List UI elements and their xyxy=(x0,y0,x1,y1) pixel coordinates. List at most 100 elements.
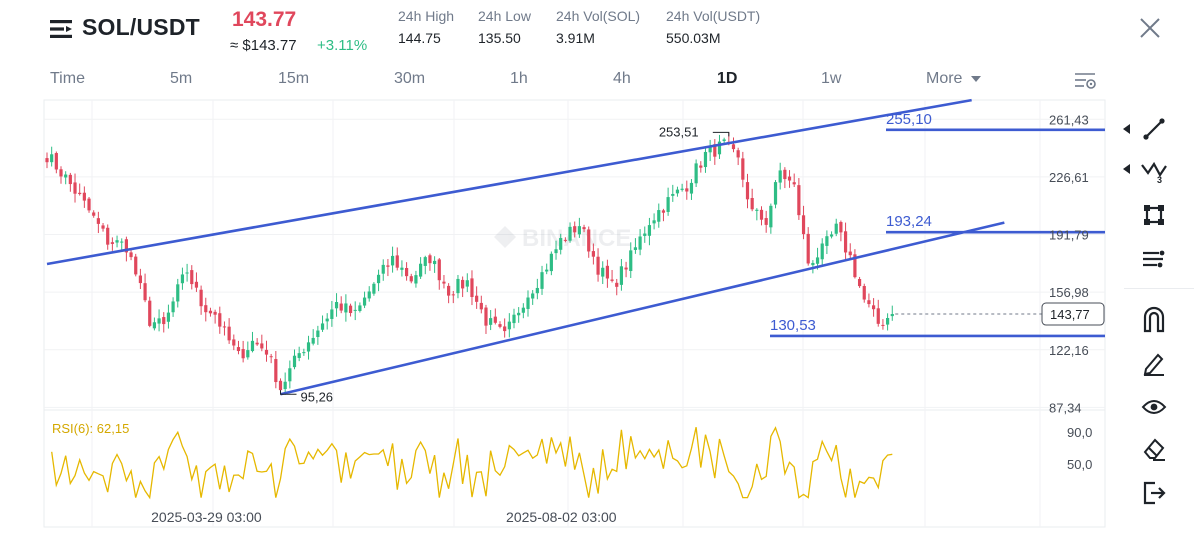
candle-body[interactable] xyxy=(409,276,413,282)
candle-body[interactable] xyxy=(250,340,255,352)
candle-body[interactable] xyxy=(783,169,787,180)
candle-body[interactable] xyxy=(843,231,848,253)
candle-body[interactable] xyxy=(661,210,666,213)
candle-body[interactable] xyxy=(624,267,628,270)
candle-body[interactable] xyxy=(619,266,624,285)
candle-body[interactable] xyxy=(110,242,114,244)
fibonacci-tool[interactable]: 3 xyxy=(1138,156,1170,186)
candle-body[interactable] xyxy=(573,226,577,233)
candle-body[interactable] xyxy=(848,251,852,256)
candle-body[interactable] xyxy=(437,259,441,281)
candle-body[interactable] xyxy=(498,324,502,327)
candle-body[interactable] xyxy=(671,193,675,196)
candle-body[interactable] xyxy=(605,265,609,279)
candle-body[interactable] xyxy=(292,355,297,368)
candle-body[interactable] xyxy=(320,323,325,330)
candle-body[interactable] xyxy=(647,225,652,236)
expand-arrow-icon[interactable] xyxy=(1123,164,1131,174)
candle-body[interactable] xyxy=(857,279,862,287)
candle-body[interactable] xyxy=(773,182,778,205)
tab-1h[interactable]: 1h xyxy=(510,70,528,87)
tab-time[interactable]: Time xyxy=(50,70,85,87)
candle-body[interactable] xyxy=(577,226,581,235)
candle-body[interactable] xyxy=(185,272,189,274)
candle-body[interactable] xyxy=(549,253,553,272)
candle-body[interactable] xyxy=(461,279,465,289)
candle-body[interactable] xyxy=(493,316,497,323)
candle-body[interactable] xyxy=(633,247,638,250)
candle-body[interactable] xyxy=(101,225,105,229)
candle-body[interactable] xyxy=(731,144,736,150)
candle-body[interactable] xyxy=(582,227,586,230)
candle-body[interactable] xyxy=(222,326,227,328)
candle-body[interactable] xyxy=(302,352,306,354)
menu-icon[interactable] xyxy=(50,20,72,38)
candle-body[interactable] xyxy=(479,302,483,310)
candle-body[interactable] xyxy=(680,188,684,190)
candle-body[interactable] xyxy=(414,275,418,284)
candle-body[interactable] xyxy=(428,255,432,264)
candle-body[interactable] xyxy=(801,215,806,235)
candle-body[interactable] xyxy=(675,189,680,194)
candle-body[interactable] xyxy=(792,182,796,185)
candle-body[interactable] xyxy=(162,317,166,325)
candle-body[interactable] xyxy=(129,252,133,258)
magnet-tool[interactable] xyxy=(1138,304,1170,334)
candle-body[interactable] xyxy=(708,146,712,153)
candle-body[interactable] xyxy=(64,174,68,178)
tab-1w[interactable]: 1w xyxy=(821,70,842,87)
candle-body[interactable] xyxy=(59,169,63,177)
candle-body[interactable] xyxy=(871,305,876,310)
candle-body[interactable] xyxy=(741,158,745,180)
candle-body[interactable] xyxy=(610,279,614,281)
candle-body[interactable] xyxy=(176,284,180,302)
candle-body[interactable] xyxy=(442,281,446,284)
candle-body[interactable] xyxy=(344,303,348,313)
candle-body[interactable] xyxy=(213,311,217,315)
candle-body[interactable] xyxy=(475,295,479,302)
candle-body[interactable] xyxy=(362,297,367,306)
candle-body[interactable] xyxy=(92,212,96,216)
candle-body[interactable] xyxy=(759,209,764,220)
candle-body[interactable] xyxy=(587,229,591,252)
candle-body[interactable] xyxy=(269,356,273,358)
candle-body[interactable] xyxy=(306,342,311,352)
candle-body[interactable] xyxy=(722,139,726,141)
candle-body[interactable] xyxy=(134,256,138,275)
candle-body[interactable] xyxy=(204,305,208,313)
tab-more[interactable]: More xyxy=(926,70,981,88)
candle-body[interactable] xyxy=(246,350,250,358)
candle-body[interactable] xyxy=(521,307,525,313)
candle-body[interactable] xyxy=(465,280,469,287)
candle-body[interactable] xyxy=(638,236,642,250)
candle-body[interactable] xyxy=(423,257,427,266)
candle-body[interactable] xyxy=(208,310,213,314)
candle-body[interactable] xyxy=(470,278,474,298)
candle-body[interactable] xyxy=(419,263,423,277)
candle-body[interactable] xyxy=(339,303,343,311)
candle-body[interactable] xyxy=(106,227,110,245)
candle-body[interactable] xyxy=(769,205,773,228)
candle-body[interactable] xyxy=(694,163,698,184)
candle-body[interactable] xyxy=(395,255,399,268)
candle-body[interactable] xyxy=(853,254,857,278)
candle-body[interactable] xyxy=(390,255,395,266)
candle-body[interactable] xyxy=(643,233,647,236)
candle-body[interactable] xyxy=(890,314,894,317)
candle-body[interactable] xyxy=(400,267,404,270)
candle-body[interactable] xyxy=(736,150,740,158)
candle-body[interactable] xyxy=(778,170,782,183)
visibility-tool[interactable] xyxy=(1138,392,1170,422)
candle-body[interactable] xyxy=(456,278,460,294)
candle-body[interactable] xyxy=(120,241,124,243)
candle-body[interactable] xyxy=(531,293,535,299)
candle-body[interactable] xyxy=(764,218,768,225)
candle-body[interactable] xyxy=(517,312,521,316)
rectangle-tool[interactable] xyxy=(1138,200,1170,230)
chart-area[interactable]: BINANCE 255,10 193,24 130,53 253,51 95,26 261,… xyxy=(0,96,1110,530)
candle-body[interactable] xyxy=(87,198,91,211)
candle-body[interactable] xyxy=(255,342,259,345)
candle-body[interactable] xyxy=(386,265,390,267)
candle-body[interactable] xyxy=(685,188,689,192)
candle-body[interactable] xyxy=(311,337,315,344)
